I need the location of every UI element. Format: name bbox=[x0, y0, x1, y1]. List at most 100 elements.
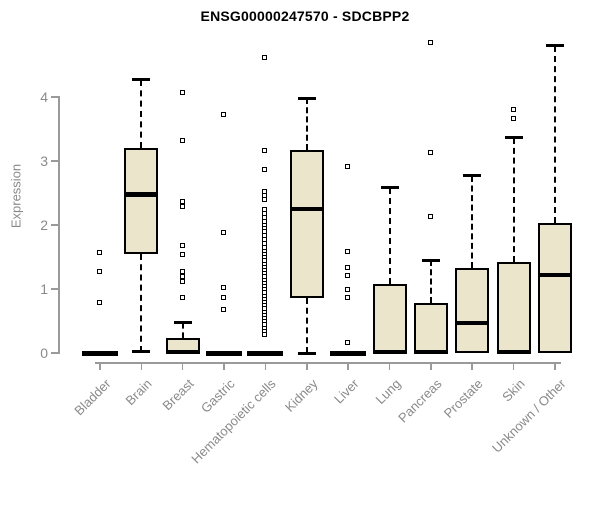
outlier-point bbox=[262, 54, 268, 60]
box-iqr bbox=[124, 148, 159, 254]
upper-whisker bbox=[512, 137, 515, 263]
outlier-point bbox=[179, 90, 185, 96]
y-tick-label: 1 bbox=[40, 281, 48, 297]
x-axis-tick bbox=[430, 362, 432, 370]
upper-whisker bbox=[181, 322, 184, 339]
outlier-point bbox=[179, 278, 185, 284]
outlier-point bbox=[345, 273, 351, 279]
y-tick-label: 2 bbox=[40, 217, 48, 233]
x-axis-tick bbox=[512, 362, 515, 370]
upper-whisker-cap bbox=[463, 174, 482, 178]
upper-whisker-cap bbox=[545, 44, 564, 48]
outlier-point bbox=[97, 300, 102, 306]
x-axis-tick bbox=[223, 362, 225, 370]
outlier-point bbox=[345, 248, 351, 254]
outlier-point bbox=[510, 106, 516, 112]
lower-whisker-cap bbox=[132, 350, 151, 354]
median-line bbox=[206, 350, 243, 356]
upper-whisker-cap bbox=[421, 258, 440, 262]
upper-whisker-cap bbox=[132, 78, 151, 82]
outlier-point bbox=[427, 40, 433, 46]
y-axis-tick bbox=[51, 160, 58, 162]
x-axis-tick bbox=[347, 362, 349, 370]
box-iqr bbox=[455, 267, 490, 353]
x-axis-line bbox=[95, 362, 561, 364]
outlier-point bbox=[179, 138, 185, 144]
outlier-point bbox=[262, 332, 268, 338]
outlier-point bbox=[179, 198, 185, 204]
box-iqr bbox=[289, 150, 324, 298]
y-axis-tick bbox=[51, 288, 58, 290]
outlier-point bbox=[427, 214, 433, 220]
outlier-point bbox=[345, 163, 351, 169]
upper-whisker-cap bbox=[297, 96, 316, 100]
upper-whisker bbox=[140, 79, 143, 149]
median-line bbox=[247, 350, 284, 356]
median-line bbox=[537, 272, 572, 278]
outlier-point bbox=[345, 264, 351, 270]
y-tick-label: 3 bbox=[40, 153, 48, 169]
lower-whisker-cap bbox=[297, 351, 316, 355]
outlier-point bbox=[427, 150, 433, 156]
outlier-point bbox=[179, 268, 185, 274]
outlier-point bbox=[221, 284, 227, 290]
box-iqr bbox=[413, 303, 448, 353]
outlier-point bbox=[262, 197, 268, 203]
outlier-point bbox=[262, 166, 268, 172]
outlier-point bbox=[97, 268, 102, 274]
outlier-point bbox=[262, 148, 268, 154]
y-tick-label: 0 bbox=[40, 345, 48, 361]
median-line bbox=[413, 349, 448, 355]
upper-whisker bbox=[471, 175, 474, 268]
median-line bbox=[330, 350, 367, 356]
y-axis-line bbox=[58, 96, 60, 354]
outlier-point bbox=[221, 294, 227, 300]
outlier-point bbox=[345, 294, 351, 300]
median-line bbox=[124, 192, 159, 197]
box-iqr bbox=[537, 223, 572, 353]
x-axis-tick bbox=[554, 362, 556, 370]
chart-title: ENSG00000247570 - SDCBPP2 bbox=[200, 8, 410, 24]
outlier-point bbox=[97, 250, 102, 256]
lower-whisker bbox=[140, 253, 143, 352]
x-axis-tick bbox=[264, 362, 267, 370]
outlier-point bbox=[510, 115, 516, 121]
median-line bbox=[372, 349, 407, 355]
box-iqr bbox=[496, 262, 531, 353]
box-iqr bbox=[372, 283, 407, 353]
outlier-point bbox=[179, 243, 185, 249]
lower-whisker bbox=[305, 297, 308, 353]
y-tick-label: 4 bbox=[40, 89, 48, 105]
upper-whisker bbox=[553, 45, 556, 224]
x-axis-tick bbox=[140, 362, 143, 370]
y-axis-tick bbox=[51, 96, 58, 98]
x-axis-tick bbox=[388, 362, 391, 370]
upper-whisker bbox=[388, 187, 391, 284]
outlier-point bbox=[345, 287, 351, 293]
median-line bbox=[455, 320, 490, 326]
outlier-point bbox=[179, 204, 185, 210]
outlier-point bbox=[221, 229, 227, 235]
x-axis-tick bbox=[99, 362, 101, 370]
upper-whisker bbox=[429, 260, 432, 304]
upper-whisker-cap bbox=[380, 186, 399, 190]
outlier-point bbox=[179, 273, 185, 279]
upper-whisker bbox=[305, 98, 308, 151]
median-line bbox=[496, 349, 531, 355]
outlier-point bbox=[179, 294, 185, 300]
outlier-point bbox=[221, 111, 227, 117]
outlier-point bbox=[179, 252, 185, 258]
median-line bbox=[82, 350, 118, 356]
y-axis-tick bbox=[51, 352, 58, 354]
outlier-point bbox=[221, 307, 227, 313]
x-axis-tick bbox=[471, 362, 473, 370]
x-axis-tick bbox=[181, 362, 184, 370]
x-axis-tick bbox=[306, 362, 308, 370]
median-line bbox=[165, 349, 200, 355]
outlier-point bbox=[345, 339, 351, 345]
upper-whisker-cap bbox=[504, 136, 523, 140]
y-axis-tick bbox=[51, 224, 58, 226]
upper-whisker-cap bbox=[173, 321, 192, 325]
median-line bbox=[289, 206, 324, 212]
